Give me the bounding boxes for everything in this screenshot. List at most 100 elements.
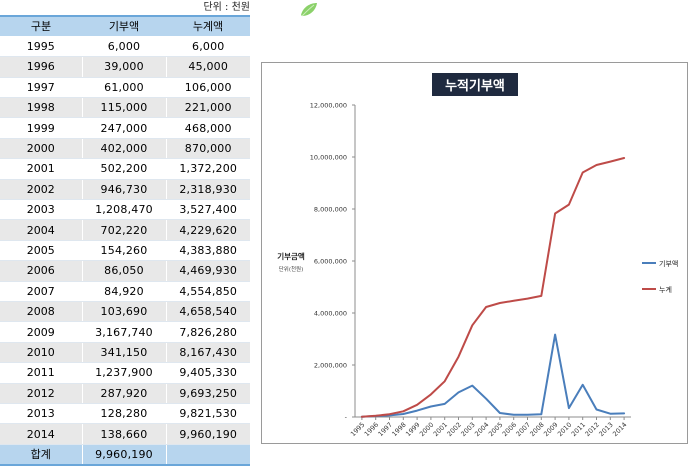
- cell-year: 2012: [0, 382, 83, 404]
- cell-cumulative: 9,821,530: [166, 402, 250, 425]
- y-tick-label: 2,000,000: [314, 362, 347, 370]
- donation-table: 구분 기부액 누계액 1995 6,000 6,000 1996 39,000 45,00…: [0, 14, 250, 466]
- cell-donation: 128,280: [82, 402, 167, 425]
- cell-donation: 946,730: [82, 178, 167, 201]
- cell-cumulative: 221,000: [166, 97, 250, 119]
- cell-cumulative: 4,229,620: [166, 219, 250, 241]
- cell-year: 2002: [0, 178, 83, 201]
- cell-donation: 61,000: [82, 76, 167, 99]
- cell-total-cumulative: [166, 443, 250, 466]
- cell-cumulative: 4,469,930: [166, 260, 250, 282]
- cell-cumulative: 2,318,930: [166, 178, 250, 201]
- cell-donation: 115,000: [82, 97, 167, 119]
- cell-donation: 3,167,740: [82, 321, 167, 343]
- table-row: 2005 154,260 4,383,880: [0, 239, 250, 262]
- x-tick-label: 2002: [446, 421, 463, 438]
- cell-donation: 6,000: [82, 35, 167, 58]
- cell-cumulative: 9,693,250: [166, 382, 250, 404]
- cell-year: 2003: [0, 199, 83, 221]
- cell-year: 2006: [0, 260, 83, 282]
- cell-year: 1997: [0, 76, 83, 99]
- y-tick-label: 8,000,000: [314, 206, 347, 214]
- cell-cumulative: 8,167,430: [166, 341, 250, 364]
- cell-donation: 1,208,470: [82, 199, 167, 221]
- x-tick-label: 2010: [556, 421, 573, 438]
- y-tick-label: 6,000,000: [314, 258, 347, 266]
- x-tick-label: 2004: [473, 421, 490, 438]
- table-row: 2010 341,150 8,167,430: [0, 341, 250, 364]
- x-tick-label: 2005: [487, 421, 504, 438]
- x-tick-label: 2000: [418, 421, 435, 438]
- y-axis-title: 기부금액: [277, 251, 305, 261]
- series-line-2: [360, 157, 626, 418]
- table-row: 2000 402,000 870,000: [0, 137, 250, 160]
- x-tick-label: 1996: [363, 421, 380, 438]
- y-tick-label: 4,000,000: [314, 310, 347, 318]
- table-row: 2009 3,167,740 7,826,280: [0, 321, 250, 343]
- chart-title: 누적기부액: [445, 78, 505, 94]
- x-tick-label: 2012: [584, 421, 601, 438]
- cell-year: 2011: [0, 362, 83, 384]
- cell-year: 2005: [0, 239, 83, 262]
- table-row: 1999 247,000 468,000: [0, 117, 250, 139]
- cell-cumulative: 1,372,200: [166, 158, 250, 180]
- table-row: 1996 39,000 45,000: [0, 56, 250, 78]
- cell-donation: 402,000: [82, 137, 167, 160]
- cell-donation: 154,260: [82, 239, 167, 262]
- cell-year: 2013: [0, 402, 83, 425]
- cell-total-donation: 9,960,190: [82, 443, 167, 466]
- cell-year: 1996: [0, 56, 83, 78]
- x-tick-label: 1997: [377, 421, 394, 438]
- cell-donation: 341,150: [82, 341, 167, 364]
- table-row: 1998 115,000 221,000: [0, 97, 250, 119]
- donation-table-container: 구분 기부액 누계액 1995 6,000 6,000 1996 39,000 45,00…: [0, 14, 250, 466]
- cell-year: 1998: [0, 97, 83, 119]
- cell-donation: 39,000: [82, 56, 167, 78]
- table-row: 2008 103,690 4,658,540: [0, 300, 250, 323]
- cell-year: 2009: [0, 321, 83, 343]
- cell-year: 1995: [0, 35, 83, 58]
- table-row: 2012 287,920 9,693,250: [0, 382, 250, 404]
- header-cumulative: 누계액: [166, 14, 250, 37]
- y-tick-label: -: [345, 414, 348, 422]
- cell-donation: 84,920: [82, 280, 167, 302]
- table-total-row: 합계 9,960,190: [0, 443, 250, 466]
- cell-donation: 702,220: [82, 219, 167, 241]
- leaf-icon: [301, 3, 317, 17]
- cell-donation: 247,000: [82, 117, 167, 139]
- cell-year: 1999: [0, 117, 83, 139]
- cell-year: 2000: [0, 137, 83, 160]
- table-row: 2006 86,050 4,469,930: [0, 260, 250, 282]
- x-tick-label: 2008: [528, 421, 545, 438]
- table-row: 2013 128,280 9,821,530: [0, 402, 250, 425]
- cell-cumulative: 4,658,540: [166, 300, 250, 323]
- cell-cumulative: 870,000: [166, 137, 250, 160]
- x-tick-label: 1995: [349, 421, 366, 438]
- cell-year: 2010: [0, 341, 83, 364]
- table-row: 2001 502,200 1,372,200: [0, 158, 250, 180]
- cell-cumulative: 4,383,880: [166, 239, 250, 262]
- cell-cumulative: 106,000: [166, 76, 250, 99]
- x-tick-label: 2001: [432, 421, 449, 438]
- table-body: 1995 6,000 6,000 1996 39,000 45,000 1997 61,000…: [0, 35, 250, 466]
- table-row: 2002 946,730 2,318,930: [0, 178, 250, 201]
- header-donation: 기부액: [82, 14, 166, 37]
- x-tick-label: 2014: [611, 421, 628, 438]
- table-row: 1995 6,000 6,000: [0, 35, 250, 58]
- cell-cumulative: 45,000: [166, 56, 250, 78]
- table-row: 2003 1,208,470 3,527,400: [0, 199, 250, 221]
- cell-year: 2008: [0, 300, 83, 323]
- x-tick-label: 1999: [404, 421, 421, 438]
- series-line-1: [360, 333, 626, 418]
- cumulative-donation-chart: 누적기부액 - 2,000,000 4,000,000 6,000,000 8,000,0…: [277, 73, 678, 438]
- x-tick-label: 2009: [542, 421, 559, 438]
- cell-donation: 287,920: [82, 382, 167, 404]
- x-tick-label: 2003: [459, 421, 476, 438]
- table-row: 2014 138,660 9,960,190: [0, 423, 250, 445]
- cell-cumulative: 4,554,850: [166, 280, 250, 302]
- cell-cumulative: 468,000: [166, 117, 250, 139]
- cell-cumulative: 7,826,280: [166, 321, 250, 343]
- y-tick-label: 12,000,000: [310, 102, 347, 110]
- table-header-row: 구분 기부액 누계액: [0, 14, 250, 37]
- header-category: 구분: [0, 14, 82, 37]
